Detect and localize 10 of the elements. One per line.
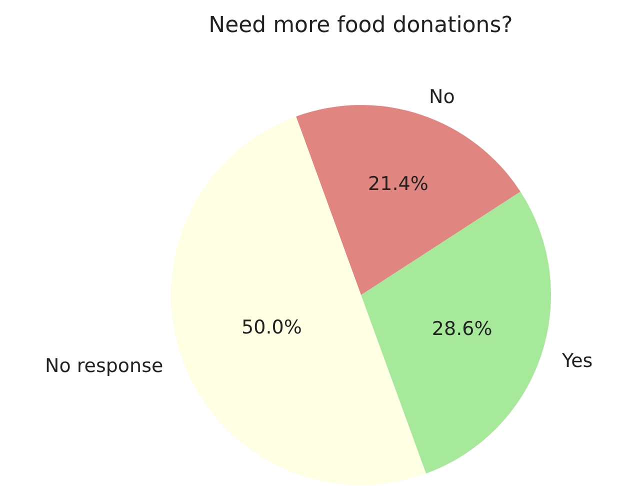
- chart-title: Need more food donations?: [208, 13, 513, 38]
- data-label: 21.4%: [368, 172, 428, 195]
- data-label: 28.6%: [432, 318, 492, 340]
- pie-slice: [296, 105, 520, 295]
- slice-label: No: [429, 86, 455, 108]
- slice-label: No response: [45, 355, 164, 377]
- pie-slice: [171, 116, 426, 485]
- slice-label: Yes: [561, 350, 593, 372]
- data-label: 50.0%: [242, 316, 302, 338]
- pie-slice: [361, 192, 551, 474]
